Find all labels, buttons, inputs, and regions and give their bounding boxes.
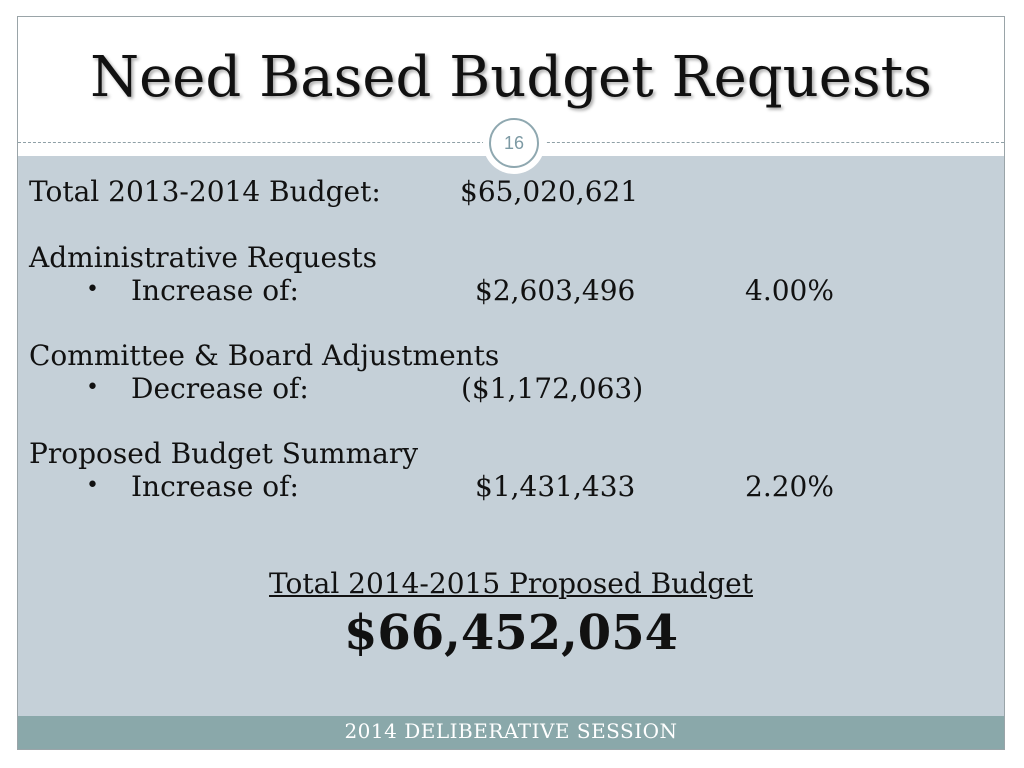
proposed-budget-label: Total 2014-2015 Proposed Budget — [269, 567, 753, 600]
bullet-icon: • — [86, 277, 99, 302]
section-heading-administrative: Administrative Requests — [29, 241, 378, 274]
slide-number: 16 — [489, 118, 539, 168]
administrative-amount: $2,603,496 — [475, 274, 636, 307]
bullet-icon: • — [86, 375, 99, 400]
footer-bar: 2014 DELIBERATIVE SESSION — [18, 716, 1004, 749]
total-budget-label: Total 2013-2014 Budget: — [29, 175, 381, 208]
slide-title: Need Based Budget Requests — [90, 45, 932, 110]
footer-text: 2014 DELIBERATIVE SESSION — [344, 719, 678, 743]
section-heading-committee: Committee & Board Adjustments — [29, 339, 500, 372]
content-area — [18, 156, 1004, 716]
slide-frame: Need Based Budget Requests 16 Total 2013… — [17, 16, 1005, 750]
slide-number-badge: 16 — [483, 112, 545, 174]
committee-amount: ($1,172,063) — [461, 372, 644, 405]
summary-amount: $1,431,433 — [475, 470, 636, 503]
proposed-budget-value: $66,452,054 — [343, 605, 678, 661]
committee-item-label: Decrease of: — [131, 372, 309, 405]
section-heading-summary: Proposed Budget Summary — [29, 437, 419, 470]
bullet-icon: • — [86, 473, 99, 498]
summary-percent: 2.20% — [745, 470, 834, 503]
total-budget-value: $65,020,621 — [460, 175, 639, 208]
administrative-item-label: Increase of: — [131, 274, 299, 307]
summary-item-label: Increase of: — [131, 470, 299, 503]
administrative-percent: 4.00% — [745, 274, 834, 307]
